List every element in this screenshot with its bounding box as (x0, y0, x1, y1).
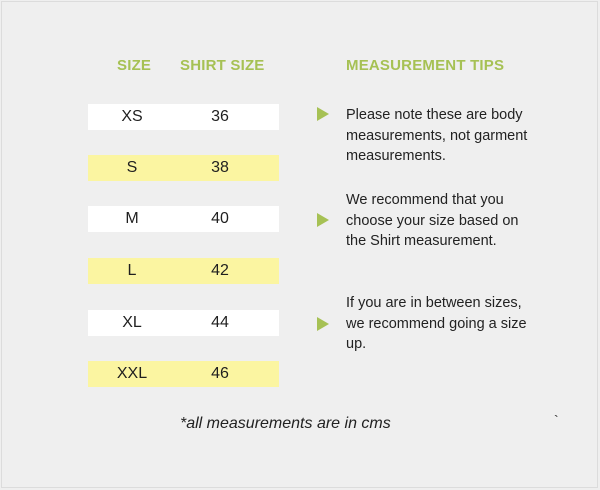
tip-choose-size: We recommend that you choose your size b… (346, 192, 519, 249)
shirt-size-value: 38 (211, 159, 229, 176)
play-arrow-icon (317, 317, 329, 331)
size-value: XXL (116, 365, 148, 382)
size-row-xs: XS 36 (88, 104, 279, 130)
units-footnote: *all measurements are in cms (180, 415, 391, 432)
size-row-m: M 40 (88, 206, 279, 232)
size-row-xl: XL 44 (88, 310, 279, 336)
shirt-size-value: 36 (211, 108, 229, 125)
size-value: XL (122, 314, 142, 331)
shirt-size-value: 40 (211, 210, 229, 227)
measurement-tips-header: MEASUREMENT TIPS (346, 57, 505, 74)
play-arrow-icon (317, 107, 329, 121)
size-row-s: S 38 (88, 155, 279, 181)
shirt-size-value: 44 (211, 314, 229, 331)
play-arrow-icon (317, 213, 329, 227)
shirt-size-value: 46 (211, 365, 229, 382)
size-value: M (125, 210, 139, 227)
size-value: XS (121, 108, 143, 125)
size-column-header: SIZE (117, 57, 152, 74)
tip-body-measurements: Please note these are body measurements,… (346, 107, 528, 164)
size-row-xxl: XXL 46 (88, 361, 279, 387)
tip-size-up: If you are in between sizes, we recommen… (346, 295, 527, 352)
stray-mark: ` (554, 412, 559, 428)
size-value: L (127, 262, 137, 279)
shirt-size-column-header: SHIRT SIZE (180, 57, 265, 74)
size-row-l: L 42 (88, 258, 279, 284)
size-value: S (126, 159, 138, 176)
shirt-size-value: 42 (211, 262, 229, 279)
